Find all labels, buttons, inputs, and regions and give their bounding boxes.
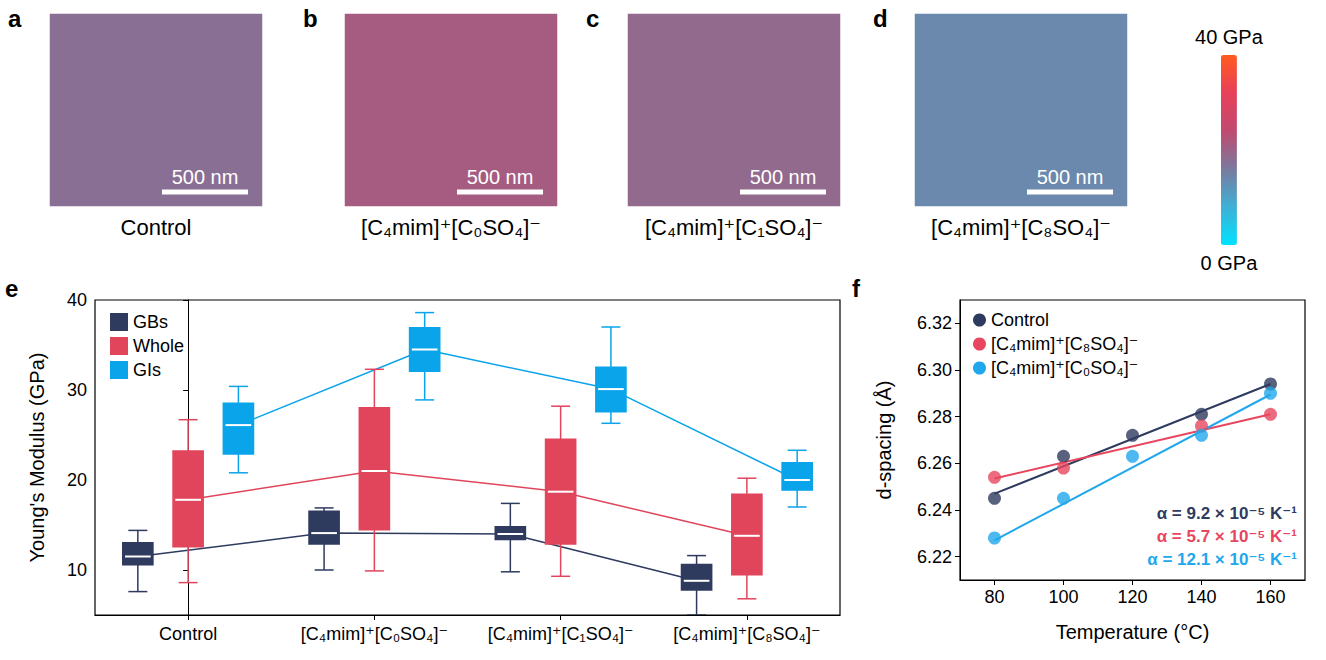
svg-text:6.22: 6.22 [917,547,952,567]
svg-text:d-spacing (Å): d-spacing (Å) [873,381,895,500]
svg-text:α = 5.7 × 10⁻⁵ K⁻¹: α = 5.7 × 10⁻⁵ K⁻¹ [1157,527,1298,546]
svg-text:c: c [586,5,599,32]
svg-text:10: 10 [67,560,87,580]
svg-text:Control: Control [991,310,1049,330]
svg-text:[C₄mim]⁺[C₁SO₄]⁻: [C₄mim]⁺[C₁SO₄]⁻ [488,624,634,644]
svg-text:80: 80 [984,587,1004,607]
svg-text:140: 140 [1186,587,1216,607]
svg-text:[C₄mim]⁺[C₈SO₄]⁻: [C₄mim]⁺[C₈SO₄]⁻ [673,624,820,644]
svg-text:120: 120 [1117,587,1147,607]
svg-text:[C₄mim]⁺[C₈SO₄]⁻: [C₄mim]⁺[C₈SO₄]⁻ [991,334,1138,354]
svg-text:f: f [852,275,861,302]
svg-text:100: 100 [1048,587,1078,607]
svg-text:e: e [5,275,18,302]
svg-text:α = 9.2 × 10⁻⁵ K⁻¹: α = 9.2 × 10⁻⁵ K⁻¹ [1157,504,1298,523]
svg-text:500 nm: 500 nm [750,166,817,188]
svg-text:6.28: 6.28 [917,407,952,427]
svg-text:[C₄mim]⁺[C₀SO₄]⁻: [C₄mim]⁺[C₀SO₄]⁻ [301,624,448,644]
svg-text:20: 20 [67,470,87,490]
svg-text:Whole: Whole [133,336,184,356]
svg-text:Control: Control [159,624,217,644]
svg-text:GIs: GIs [133,360,161,380]
svg-text:Control: Control [121,215,192,240]
svg-text:500 nm: 500 nm [467,166,534,188]
svg-text:6.26: 6.26 [917,453,952,473]
svg-text:40 GPa: 40 GPa [1195,26,1264,48]
svg-text:GBs: GBs [133,312,168,332]
svg-text:6.24: 6.24 [917,500,952,520]
svg-text:Young's Modulus (GPa): Young's Modulus (GPa) [26,353,48,563]
svg-text:6.30: 6.30 [917,360,952,380]
svg-text:30: 30 [67,380,87,400]
svg-text:[C₄mim]⁺[C₀SO₄]⁻: [C₄mim]⁺[C₀SO₄]⁻ [361,215,541,240]
svg-text:0 GPa: 0 GPa [1201,252,1259,274]
svg-text:40: 40 [67,290,87,310]
svg-text:b: b [303,5,318,32]
svg-text:a: a [8,5,22,32]
svg-text:d: d [873,5,888,32]
svg-text:160: 160 [1255,587,1285,607]
svg-text:[C₄mim]⁺[C₈SO₄]⁻: [C₄mim]⁺[C₈SO₄]⁻ [931,215,1111,240]
svg-text:Temperature (°C): Temperature (°C) [1056,621,1210,643]
svg-text:[C₄mim]⁺[C₀SO₄]⁻: [C₄mim]⁺[C₀SO₄]⁻ [991,358,1138,378]
svg-text:[C₄mim]⁺[C₁SO₄]⁻: [C₄mim]⁺[C₁SO₄]⁻ [645,215,823,240]
svg-text:α = 12.1 × 10⁻⁵ K⁻¹: α = 12.1 × 10⁻⁵ K⁻¹ [1147,550,1297,569]
svg-text:6.32: 6.32 [917,313,952,333]
svg-text:500 nm: 500 nm [172,166,239,188]
svg-text:500 nm: 500 nm [1037,166,1104,188]
